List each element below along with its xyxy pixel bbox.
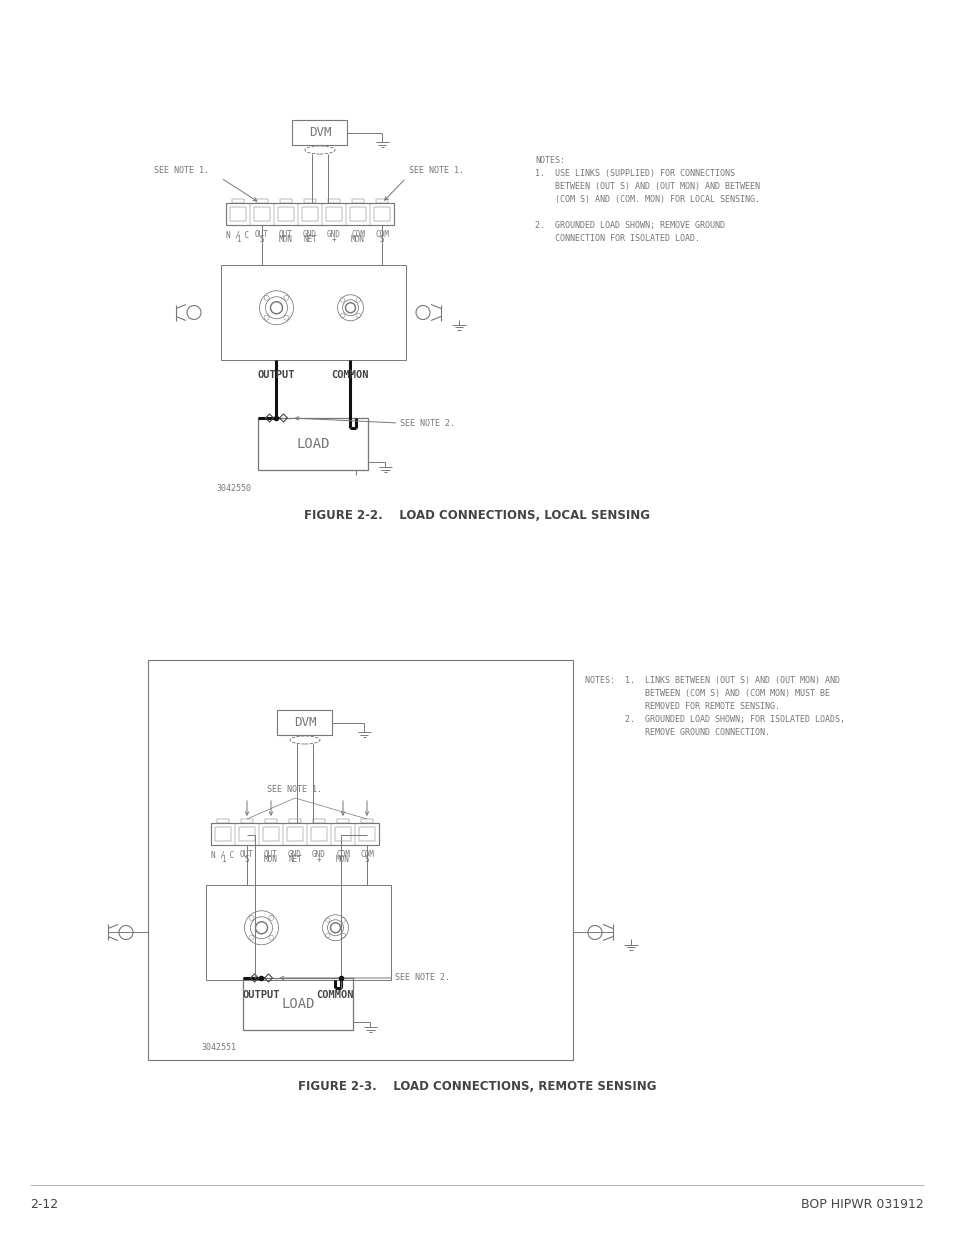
Bar <box>289 819 301 823</box>
Bar <box>336 819 349 823</box>
Text: MON: MON <box>335 855 350 864</box>
Text: COMMON: COMMON <box>316 990 354 1000</box>
Bar <box>328 199 339 203</box>
Text: SEE NOTE 1.: SEE NOTE 1. <box>153 165 209 174</box>
Bar <box>358 827 375 841</box>
Text: BETWEEN (OUT S) AND (OUT MON) AND BETWEEN: BETWEEN (OUT S) AND (OUT MON) AND BETWEE… <box>535 182 760 190</box>
Text: 1: 1 <box>235 235 240 245</box>
Text: COM: COM <box>359 850 374 860</box>
Text: NET: NET <box>303 235 316 245</box>
Bar <box>265 819 276 823</box>
Text: S: S <box>379 235 384 245</box>
Bar <box>350 207 366 221</box>
Text: 2.  GROUNDED LOAD SHOWN; REMOVE GROUND: 2. GROUNDED LOAD SHOWN; REMOVE GROUND <box>535 221 724 230</box>
Text: SEE NOTE 2.: SEE NOTE 2. <box>395 973 450 983</box>
Bar <box>226 203 394 225</box>
Bar <box>277 710 333 735</box>
Bar <box>263 827 278 841</box>
Text: NOTES:: NOTES: <box>535 156 564 164</box>
Text: CONNECTION FOR ISOLATED LOAD.: CONNECTION FOR ISOLATED LOAD. <box>535 233 700 242</box>
Text: LOAD: LOAD <box>281 997 314 1011</box>
Bar <box>214 827 231 841</box>
Text: OUTPUT: OUTPUT <box>242 990 280 1000</box>
Text: N / C: N / C <box>226 230 250 240</box>
Text: NOTES:  1.  LINKS BETWEEN (OUT S) AND (OUT MON) AND: NOTES: 1. LINKS BETWEEN (OUT S) AND (OUT… <box>584 676 840 684</box>
Text: SEE NOTE 1.: SEE NOTE 1. <box>409 165 463 174</box>
Text: +: + <box>332 235 336 245</box>
Text: BOP HIPWR 031912: BOP HIPWR 031912 <box>801 1198 923 1212</box>
Text: OUT: OUT <box>240 850 253 860</box>
Text: SEE NOTE 2.: SEE NOTE 2. <box>400 419 455 427</box>
Text: 1.  USE LINKS (SUPPLIED) FOR CONNECTIONS: 1. USE LINKS (SUPPLIED) FOR CONNECTIONS <box>535 168 734 178</box>
Bar <box>230 207 246 221</box>
Bar <box>216 819 229 823</box>
Bar <box>287 827 303 841</box>
Text: COM: COM <box>335 850 350 860</box>
Bar <box>277 207 294 221</box>
Text: REMOVED FOR REMOTE SENSING.: REMOVED FOR REMOTE SENSING. <box>584 701 780 710</box>
Bar <box>375 199 388 203</box>
Bar <box>326 207 341 221</box>
Text: OUT: OUT <box>279 230 293 240</box>
Bar <box>280 199 292 203</box>
Bar <box>258 417 368 471</box>
Text: (COM S) AND (COM. MON) FOR LOCAL SENSING.: (COM S) AND (COM. MON) FOR LOCAL SENSING… <box>535 194 760 204</box>
Bar <box>239 827 254 841</box>
Text: S: S <box>364 855 369 864</box>
Bar <box>335 827 351 841</box>
Text: REMOVE GROUND CONNECTION.: REMOVE GROUND CONNECTION. <box>584 727 769 736</box>
Text: N / C: N / C <box>212 850 234 860</box>
Text: COM: COM <box>351 230 365 240</box>
Text: MON: MON <box>351 235 365 245</box>
Text: GND: GND <box>327 230 340 240</box>
Text: S: S <box>244 855 249 864</box>
Text: S: S <box>259 235 264 245</box>
Bar <box>255 199 268 203</box>
Bar <box>374 207 390 221</box>
Text: FIGURE 2-2.    LOAD CONNECTIONS, LOCAL SENSING: FIGURE 2-2. LOAD CONNECTIONS, LOCAL SENS… <box>304 509 649 521</box>
Bar <box>206 885 391 981</box>
Text: NET: NET <box>288 855 301 864</box>
Text: 3042551: 3042551 <box>201 1044 235 1052</box>
Text: OUT: OUT <box>254 230 269 240</box>
Text: SEE NOTE 1.: SEE NOTE 1. <box>267 785 322 794</box>
Text: MON: MON <box>279 235 293 245</box>
Text: 2.  GROUNDED LOAD SHOWN; FOR ISOLATED LOADS,: 2. GROUNDED LOAD SHOWN; FOR ISOLATED LOA… <box>584 715 844 724</box>
Bar <box>148 659 573 1060</box>
Text: OUTPUT: OUTPUT <box>257 370 294 380</box>
Bar <box>304 199 315 203</box>
Text: GND: GND <box>312 850 326 860</box>
Bar <box>352 199 364 203</box>
Bar <box>311 827 327 841</box>
Text: 2-12: 2-12 <box>30 1198 58 1212</box>
Bar <box>253 207 270 221</box>
Text: BETWEEN (COM S) AND (COM MON) MUST BE: BETWEEN (COM S) AND (COM MON) MUST BE <box>584 688 829 698</box>
Bar <box>232 199 244 203</box>
Text: COMMON: COMMON <box>332 370 369 380</box>
Bar <box>241 819 253 823</box>
Text: GND: GND <box>303 230 316 240</box>
Text: 1: 1 <box>220 855 225 864</box>
Text: FIGURE 2-3.    LOAD CONNECTIONS, REMOTE SENSING: FIGURE 2-3. LOAD CONNECTIONS, REMOTE SEN… <box>297 1081 656 1093</box>
Bar <box>302 207 317 221</box>
Text: LOAD: LOAD <box>296 437 330 451</box>
Text: DVM: DVM <box>309 126 331 140</box>
Bar <box>293 120 347 144</box>
Text: +: + <box>316 855 321 864</box>
Text: MON: MON <box>264 855 277 864</box>
Text: DVM: DVM <box>294 716 315 729</box>
Bar <box>313 819 325 823</box>
Bar <box>221 266 406 359</box>
Bar <box>243 978 354 1030</box>
Text: COM: COM <box>375 230 389 240</box>
Bar <box>360 819 373 823</box>
Text: GND: GND <box>288 850 301 860</box>
Text: 3042550: 3042550 <box>215 483 251 493</box>
Text: OUT: OUT <box>264 850 277 860</box>
Bar <box>211 823 378 845</box>
